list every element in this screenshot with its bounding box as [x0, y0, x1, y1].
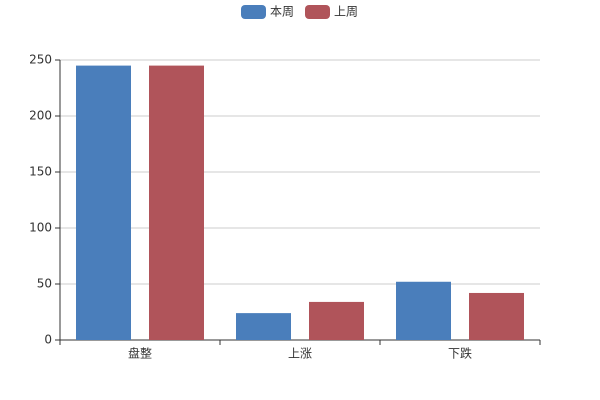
- bar: [236, 313, 291, 340]
- y-tick-label: 0: [44, 333, 52, 347]
- bar: [469, 292, 524, 340]
- legend-label: 本周: [270, 5, 294, 19]
- legend-swatch: [305, 5, 330, 19]
- y-tick-label: 200: [29, 109, 52, 123]
- legend-label: 上周: [334, 5, 358, 19]
- y-tick-label: 50: [37, 277, 52, 291]
- y-tick-label: 100: [29, 221, 52, 235]
- bar: [309, 301, 364, 340]
- x-tick-label: 上涨: [288, 346, 312, 361]
- x-tick-label: 下跌: [448, 346, 472, 361]
- legend-swatch: [241, 5, 266, 19]
- y-tick-label: 150: [29, 165, 52, 179]
- bar: [396, 281, 451, 340]
- y-tick-label: 250: [29, 53, 52, 67]
- bar: [149, 65, 204, 340]
- bar: [76, 65, 131, 340]
- x-tick-label: 盘整: [128, 346, 152, 361]
